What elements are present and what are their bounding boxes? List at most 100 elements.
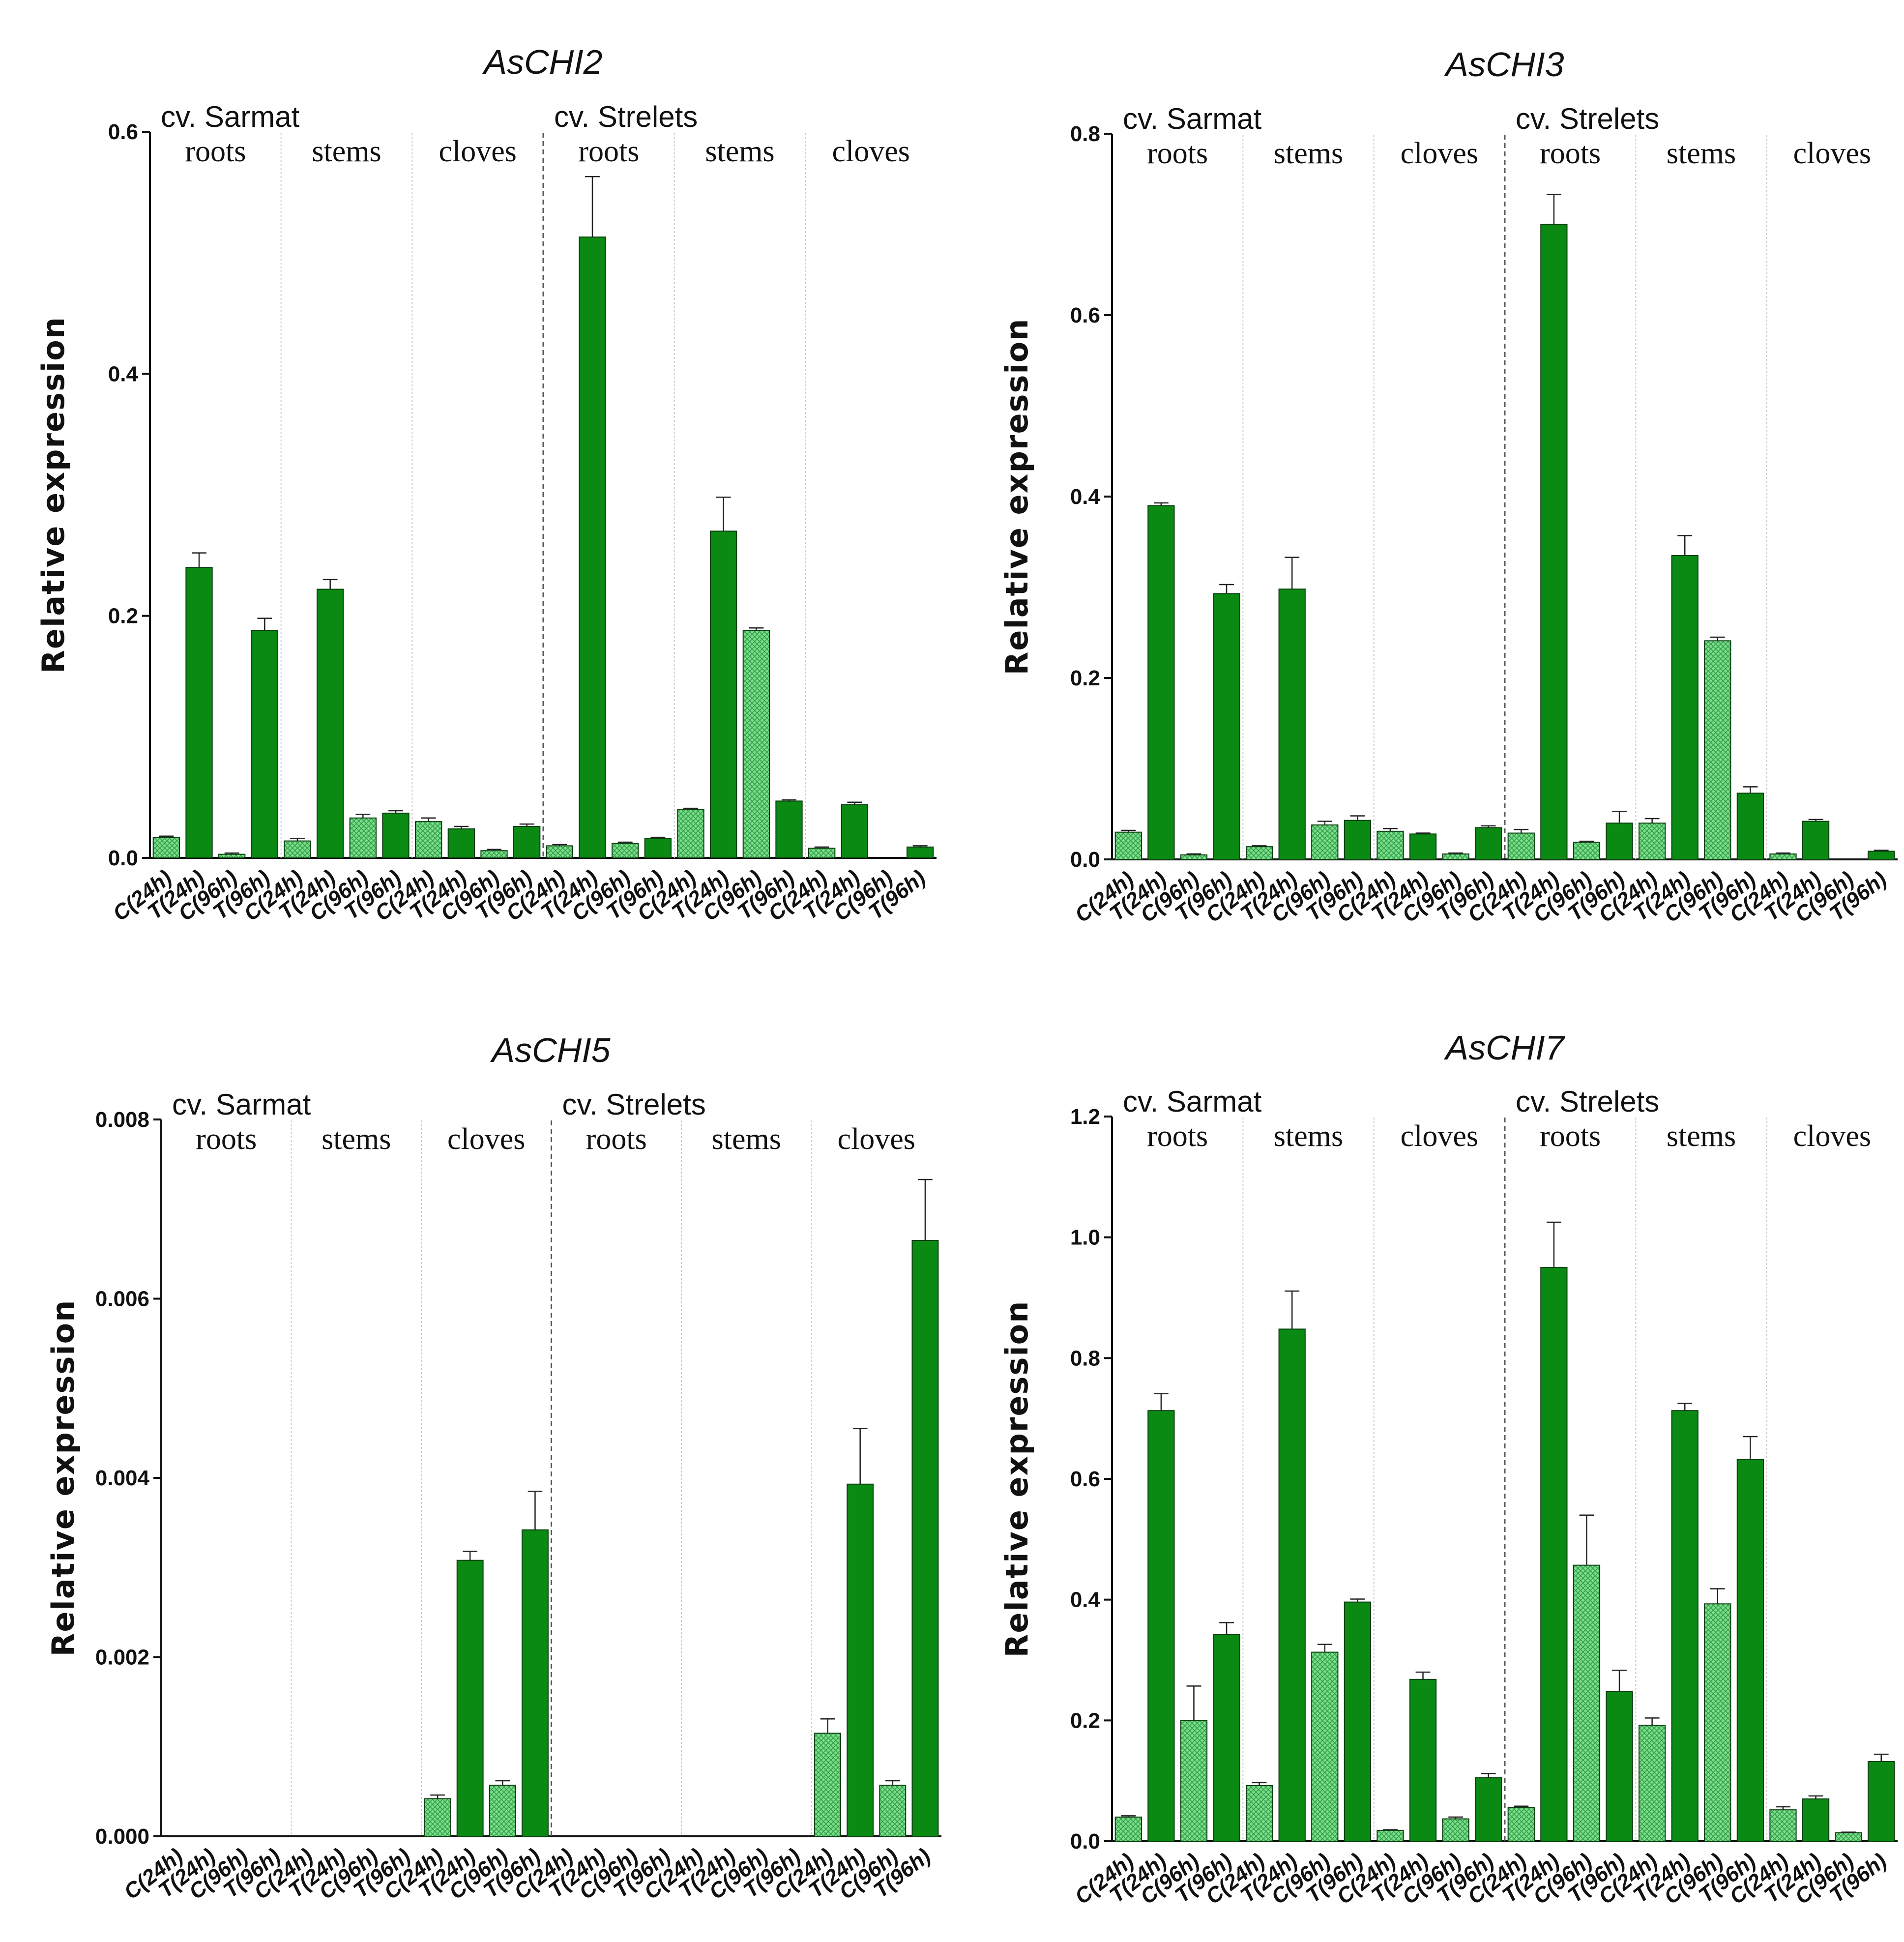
bar-control <box>1180 1720 1208 1842</box>
tissue-label: stems <box>1274 1119 1343 1153</box>
bar-treated <box>1213 1634 1240 1842</box>
cultivar-label: cv. Sarmat <box>161 100 300 133</box>
tissue-label: roots <box>1147 1119 1208 1153</box>
y-tick-label: 0.6 <box>108 120 138 144</box>
tissue-label: stems <box>712 1122 781 1156</box>
bar-treated <box>456 1559 484 1837</box>
chart-panel-aschi7: AsCHI7 Relative expression 0.0 0.2 0.4 0.6 0.8… <box>999 1029 1898 1909</box>
bar-control <box>546 845 573 858</box>
tissue-label: roots <box>1540 1119 1601 1153</box>
bar-treated <box>1540 1267 1568 1842</box>
bar-control <box>1442 853 1469 860</box>
tissue-label: stems <box>1274 137 1343 170</box>
bar-treated <box>1802 821 1830 860</box>
y-tick-label: 0.2 <box>1070 666 1100 690</box>
bar-control <box>1573 841 1601 860</box>
y-tick-label: 0.6 <box>1070 303 1100 327</box>
cultivar-label: cv. Sarmat <box>1123 1085 1262 1118</box>
cultivar-label: cv. Strelets <box>1516 102 1659 135</box>
y-tick-label: 0.4 <box>1070 485 1101 509</box>
tissue-label: cloves <box>447 1122 525 1156</box>
bar-treated <box>847 1483 874 1837</box>
bar-treated <box>1868 1761 1895 1842</box>
y-axis-label: Relative expression <box>45 1299 81 1657</box>
y-tick-label: 1.0 <box>1070 1226 1100 1250</box>
bar-control <box>480 850 508 858</box>
y-tick-label: 0.4 <box>108 362 139 386</box>
bar-control <box>415 821 442 859</box>
y-tick-label: 0.6 <box>1070 1467 1100 1491</box>
bar-control <box>1442 1818 1469 1842</box>
bar-control <box>1114 831 1142 860</box>
bar-treated <box>1278 1328 1306 1842</box>
cultivar-label: cv. Strelets <box>562 1088 706 1121</box>
bar-treated <box>1475 1777 1502 1842</box>
tissue-label: roots <box>586 1122 647 1156</box>
chart-panel-aschi2: AsCHI2 Relative expression 0.0 0.2 0.4 0.6 cv.… <box>35 43 937 926</box>
bar-treated <box>644 838 672 858</box>
tissue-label: cloves <box>838 1122 915 1156</box>
y-tick-label: 0.004 <box>95 1466 150 1490</box>
bar-treated <box>1540 224 1568 860</box>
bar-control <box>1507 832 1535 860</box>
tissue-label: stems <box>312 135 381 168</box>
y-tick-label: 0.8 <box>1070 1346 1100 1370</box>
bar-treated <box>513 825 541 859</box>
bar-treated <box>521 1529 549 1837</box>
chart-title: AsCHI2 <box>482 43 602 81</box>
bar-control <box>1704 640 1731 860</box>
bar-control <box>1377 1829 1404 1842</box>
bar-treated <box>1736 793 1764 860</box>
bar-treated <box>1344 1601 1372 1842</box>
tissue-label: roots <box>1540 137 1601 170</box>
tissue-label: stems <box>1667 1119 1736 1153</box>
bar-control <box>1245 1785 1273 1842</box>
bar-treated <box>1278 588 1306 860</box>
bar-treated <box>1802 1798 1830 1842</box>
bar-treated <box>251 630 278 858</box>
y-tick-label: 1.2 <box>1070 1105 1100 1129</box>
tissue-label: cloves <box>1401 1119 1478 1153</box>
chart-panel-aschi3: AsCHI3 Relative expression 0.0 0.2 0.4 0.6 0.8… <box>999 45 1898 927</box>
tissue-label: cloves <box>439 135 516 168</box>
bar-treated <box>841 804 868 858</box>
bar-control <box>1638 1725 1666 1842</box>
bar-treated <box>1736 1459 1764 1842</box>
bar-control <box>814 1733 842 1837</box>
tissue-label: roots <box>1147 137 1208 170</box>
tissue-label: cloves <box>1401 137 1478 170</box>
bar-control <box>1573 1564 1601 1842</box>
cultivar-label: cv. Strelets <box>1516 1085 1659 1118</box>
bar-control <box>349 817 377 859</box>
bar-treated <box>1868 851 1895 860</box>
bar-treated <box>1606 823 1633 860</box>
bar-treated <box>1671 555 1699 860</box>
bar-treated <box>185 567 213 858</box>
bar-treated <box>317 588 344 858</box>
bar-treated <box>907 846 934 858</box>
y-tick-label: 0.0 <box>1070 1829 1100 1854</box>
bar-control <box>218 853 246 858</box>
chart-title: AsCHI5 <box>490 1031 611 1069</box>
bar-treated <box>1147 505 1175 860</box>
y-tick-label: 0.2 <box>108 604 138 628</box>
bar-control <box>489 1785 516 1837</box>
y-axis-label: Relative expression <box>35 316 71 674</box>
bar-control <box>1769 853 1797 860</box>
cultivar-label: cv. Sarmat <box>1123 102 1262 135</box>
bar-control <box>1311 1651 1339 1842</box>
bar-treated <box>1213 593 1240 860</box>
cultivar-label: cv. Sarmat <box>172 1088 311 1121</box>
y-tick-label: 0.4 <box>1070 1588 1101 1612</box>
bar-control <box>284 840 311 858</box>
bar-control <box>808 848 836 858</box>
chart-title: AsCHI7 <box>1443 1029 1565 1067</box>
tissue-label: cloves <box>1793 1119 1871 1153</box>
tissue-label: stems <box>705 135 774 168</box>
bar-control <box>879 1785 907 1837</box>
y-tick-label: 0.2 <box>1070 1708 1100 1733</box>
chart-title: AsCHI3 <box>1443 45 1564 84</box>
y-tick-label: 0.006 <box>95 1287 149 1311</box>
tissue-label: stems <box>322 1122 391 1156</box>
